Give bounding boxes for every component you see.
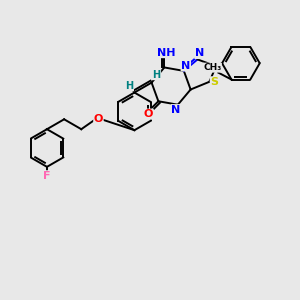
Text: N: N <box>181 61 190 71</box>
Text: F: F <box>43 171 51 181</box>
Text: H: H <box>125 81 134 91</box>
Text: N: N <box>195 49 204 58</box>
Text: O: O <box>94 114 103 124</box>
Text: H: H <box>152 70 160 80</box>
Text: O: O <box>144 109 153 119</box>
Text: CH₃: CH₃ <box>203 63 221 72</box>
Text: N: N <box>171 105 181 115</box>
Text: NH: NH <box>157 48 176 58</box>
Text: S: S <box>210 77 218 87</box>
